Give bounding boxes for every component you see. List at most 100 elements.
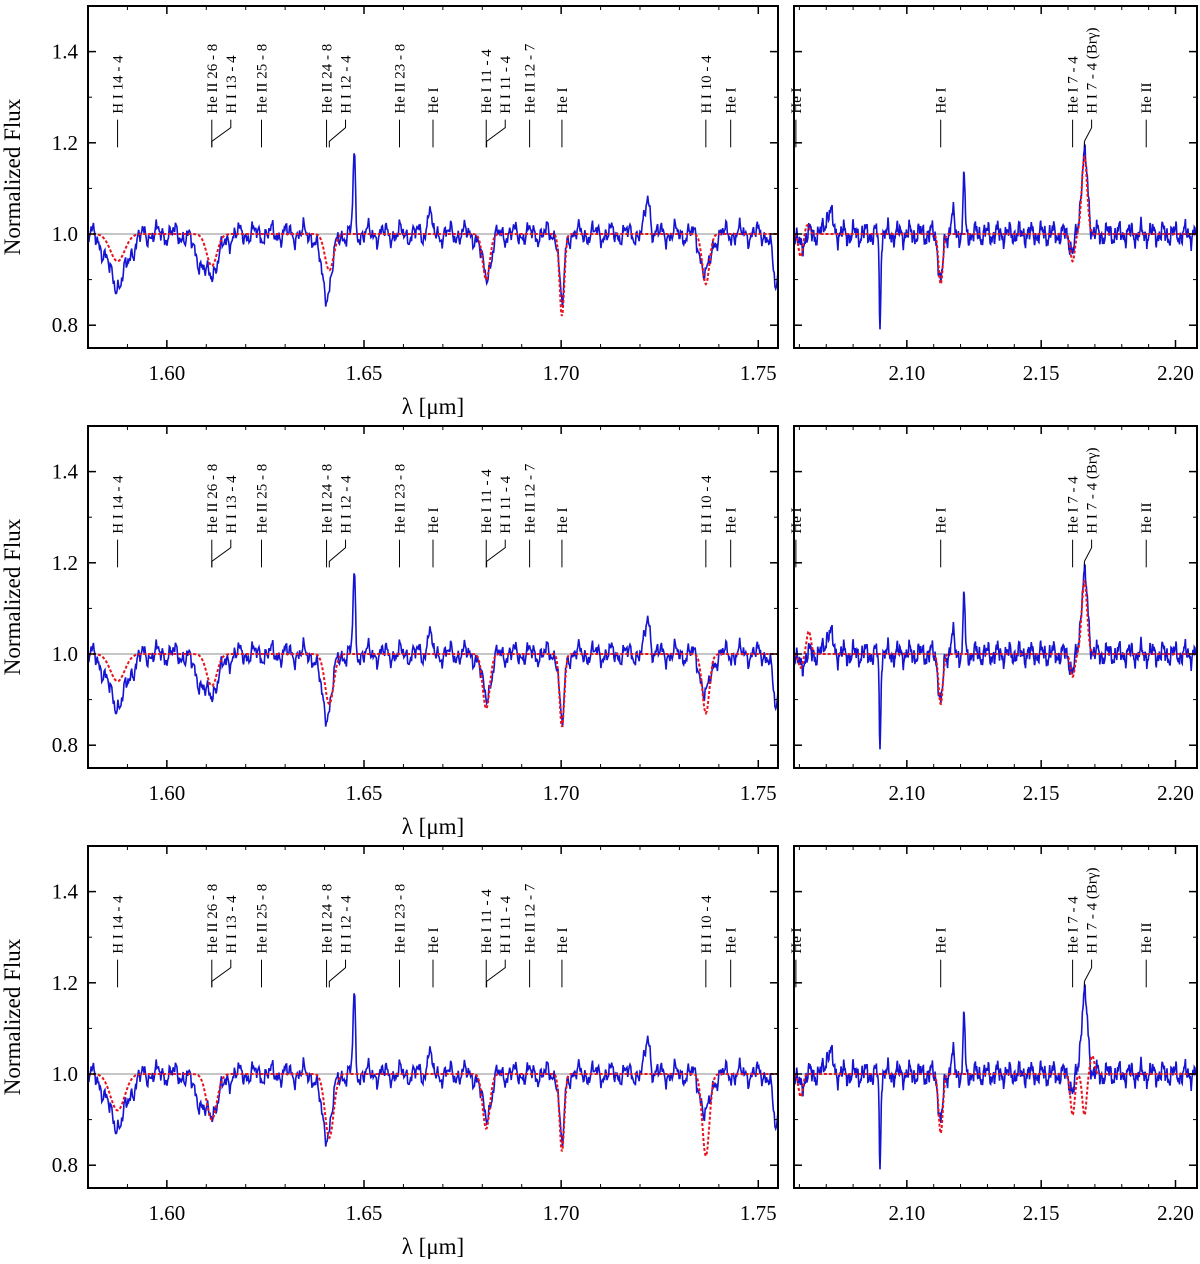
line-label: H I 14 - 4 [111,475,127,534]
line-label: He I [555,507,571,533]
x-axis-title: λ [μm] [402,1234,464,1259]
line-label: He II 25 - 8 [254,884,270,954]
line-label: He II 26 - 8 [205,44,221,114]
line-label: H I 13 - 4 [224,475,240,534]
line-label: H I 12 - 4 [339,55,355,114]
line-label: H I 12 - 4 [339,895,355,954]
line-label: He II 25 - 8 [254,464,270,534]
line-marker [328,539,347,568]
y-axis-title: Normalized Flux [0,98,25,255]
model-spectrum-line [88,653,778,728]
line-label: He I [789,87,805,113]
line-label: He I [789,507,805,533]
y-tick-label: 1.0 [52,1062,78,1086]
line-marker [328,959,347,988]
y-tick-label: 1.4 [52,40,79,64]
x-axis-title: λ [μm] [402,814,464,839]
line-label: He I 7 - 4 [1066,476,1082,534]
y-tick-label: 0.8 [52,313,78,337]
panel-top-left: 1.60 1.65 1.70 1.75 0.8 1.0 1.2 1.4 λ [μm] Normal… [0,5,779,419]
line-marker [1083,539,1093,568]
line-label: He I [789,927,805,953]
line-label: H I 13 - 4 [224,895,240,954]
x-tick-label: 2.20 [1157,781,1194,805]
line-marker [328,119,347,148]
observed-spectrum-line [88,153,778,308]
y-axis-title: Normalized Flux [0,518,25,675]
x-tick-label: 2.20 [1157,1201,1194,1225]
panel-frame [87,425,779,769]
x-tick-label: 1.75 [740,1201,777,1225]
y-axis-title: Normalized Flux [0,938,25,1095]
line-label: He II 26 - 8 [205,884,221,954]
line-marker [1083,959,1093,988]
x-tick-label: 1.60 [148,361,185,385]
x-tick-label: 1.65 [346,1201,383,1225]
y-tick-label: 1.0 [52,222,78,246]
line-label: He II [1139,82,1155,113]
line-marker [1083,119,1093,148]
x-tick-label: 1.60 [148,781,185,805]
panel-frame [87,5,779,349]
line-label: He I [555,87,571,113]
line-marker [211,959,232,988]
line-label: He I 7 - 4 [1066,896,1082,954]
x-tick-label: 1.75 [740,361,777,385]
line-label: He II 23 - 8 [392,884,408,954]
line-label: H I 10 - 4 [699,895,715,954]
line-label: He I [724,507,740,533]
line-label: He II 24 - 8 [320,884,336,954]
y-tick-label: 0.8 [52,1153,78,1177]
line-label: He I 11 - 4 [479,49,495,114]
model-spectrum-line [794,1054,1197,1135]
line-label: He I [555,927,571,953]
x-axis-title: λ [μm] [402,394,464,419]
x-tick-label: 1.75 [740,781,777,805]
model-spectrum-line [88,233,778,317]
line-label: H I 11 - 4 [498,55,514,113]
x-tick-label: 2.20 [1157,361,1194,385]
x-tick-label: 2.10 [888,1201,925,1225]
line-label: He II 12 - 7 [523,463,539,533]
line-marker [486,539,506,568]
line-label: H I 11 - 4 [498,895,514,953]
line-label: He I [426,927,442,953]
line-label: H I 10 - 4 [699,55,715,114]
line-label: He I [934,927,950,953]
line-label: He II [1139,502,1155,533]
model-spectrum-line [794,155,1197,286]
x-tick-label: 1.65 [346,361,383,385]
line-label: He II 25 - 8 [254,44,270,114]
line-marker [211,119,232,148]
line-label: He I [426,507,442,533]
line-label: H I 7 - 4 (Brγ) [1085,447,1101,533]
x-tick-label: 2.15 [1023,1201,1060,1225]
line-label: He I [426,87,442,113]
line-label: H I 7 - 4 (Brγ) [1085,867,1101,953]
line-marker [486,119,506,148]
model-spectrum-line [794,579,1197,706]
y-tick-label: 1.0 [52,642,78,666]
x-tick-label: 2.15 [1023,781,1060,805]
line-label: H I 10 - 4 [699,475,715,534]
line-label: H I 7 - 4 (Brγ) [1085,27,1101,113]
line-label: He I [934,87,950,113]
line-label: He II 12 - 7 [523,883,539,953]
x-tick-label: 2.15 [1023,361,1060,385]
line-label: He II [1139,922,1155,953]
x-tick-label: 1.60 [148,1201,185,1225]
model-spectrum-line [88,1073,778,1159]
line-label: He I 7 - 4 [1066,56,1082,114]
line-label: He II 24 - 8 [320,44,336,114]
panel-middle-left: 1.60 1.65 1.70 1.75 0.8 1.0 1.2 1.4 λ [μm] Normal… [0,425,779,839]
line-label: H I 14 - 4 [111,55,127,114]
line-label: H I 12 - 4 [339,475,355,534]
x-tick-label: 2.10 [888,781,925,805]
x-tick-label: 2.10 [888,361,925,385]
line-label: He I [934,507,950,533]
line-marker [486,959,506,988]
